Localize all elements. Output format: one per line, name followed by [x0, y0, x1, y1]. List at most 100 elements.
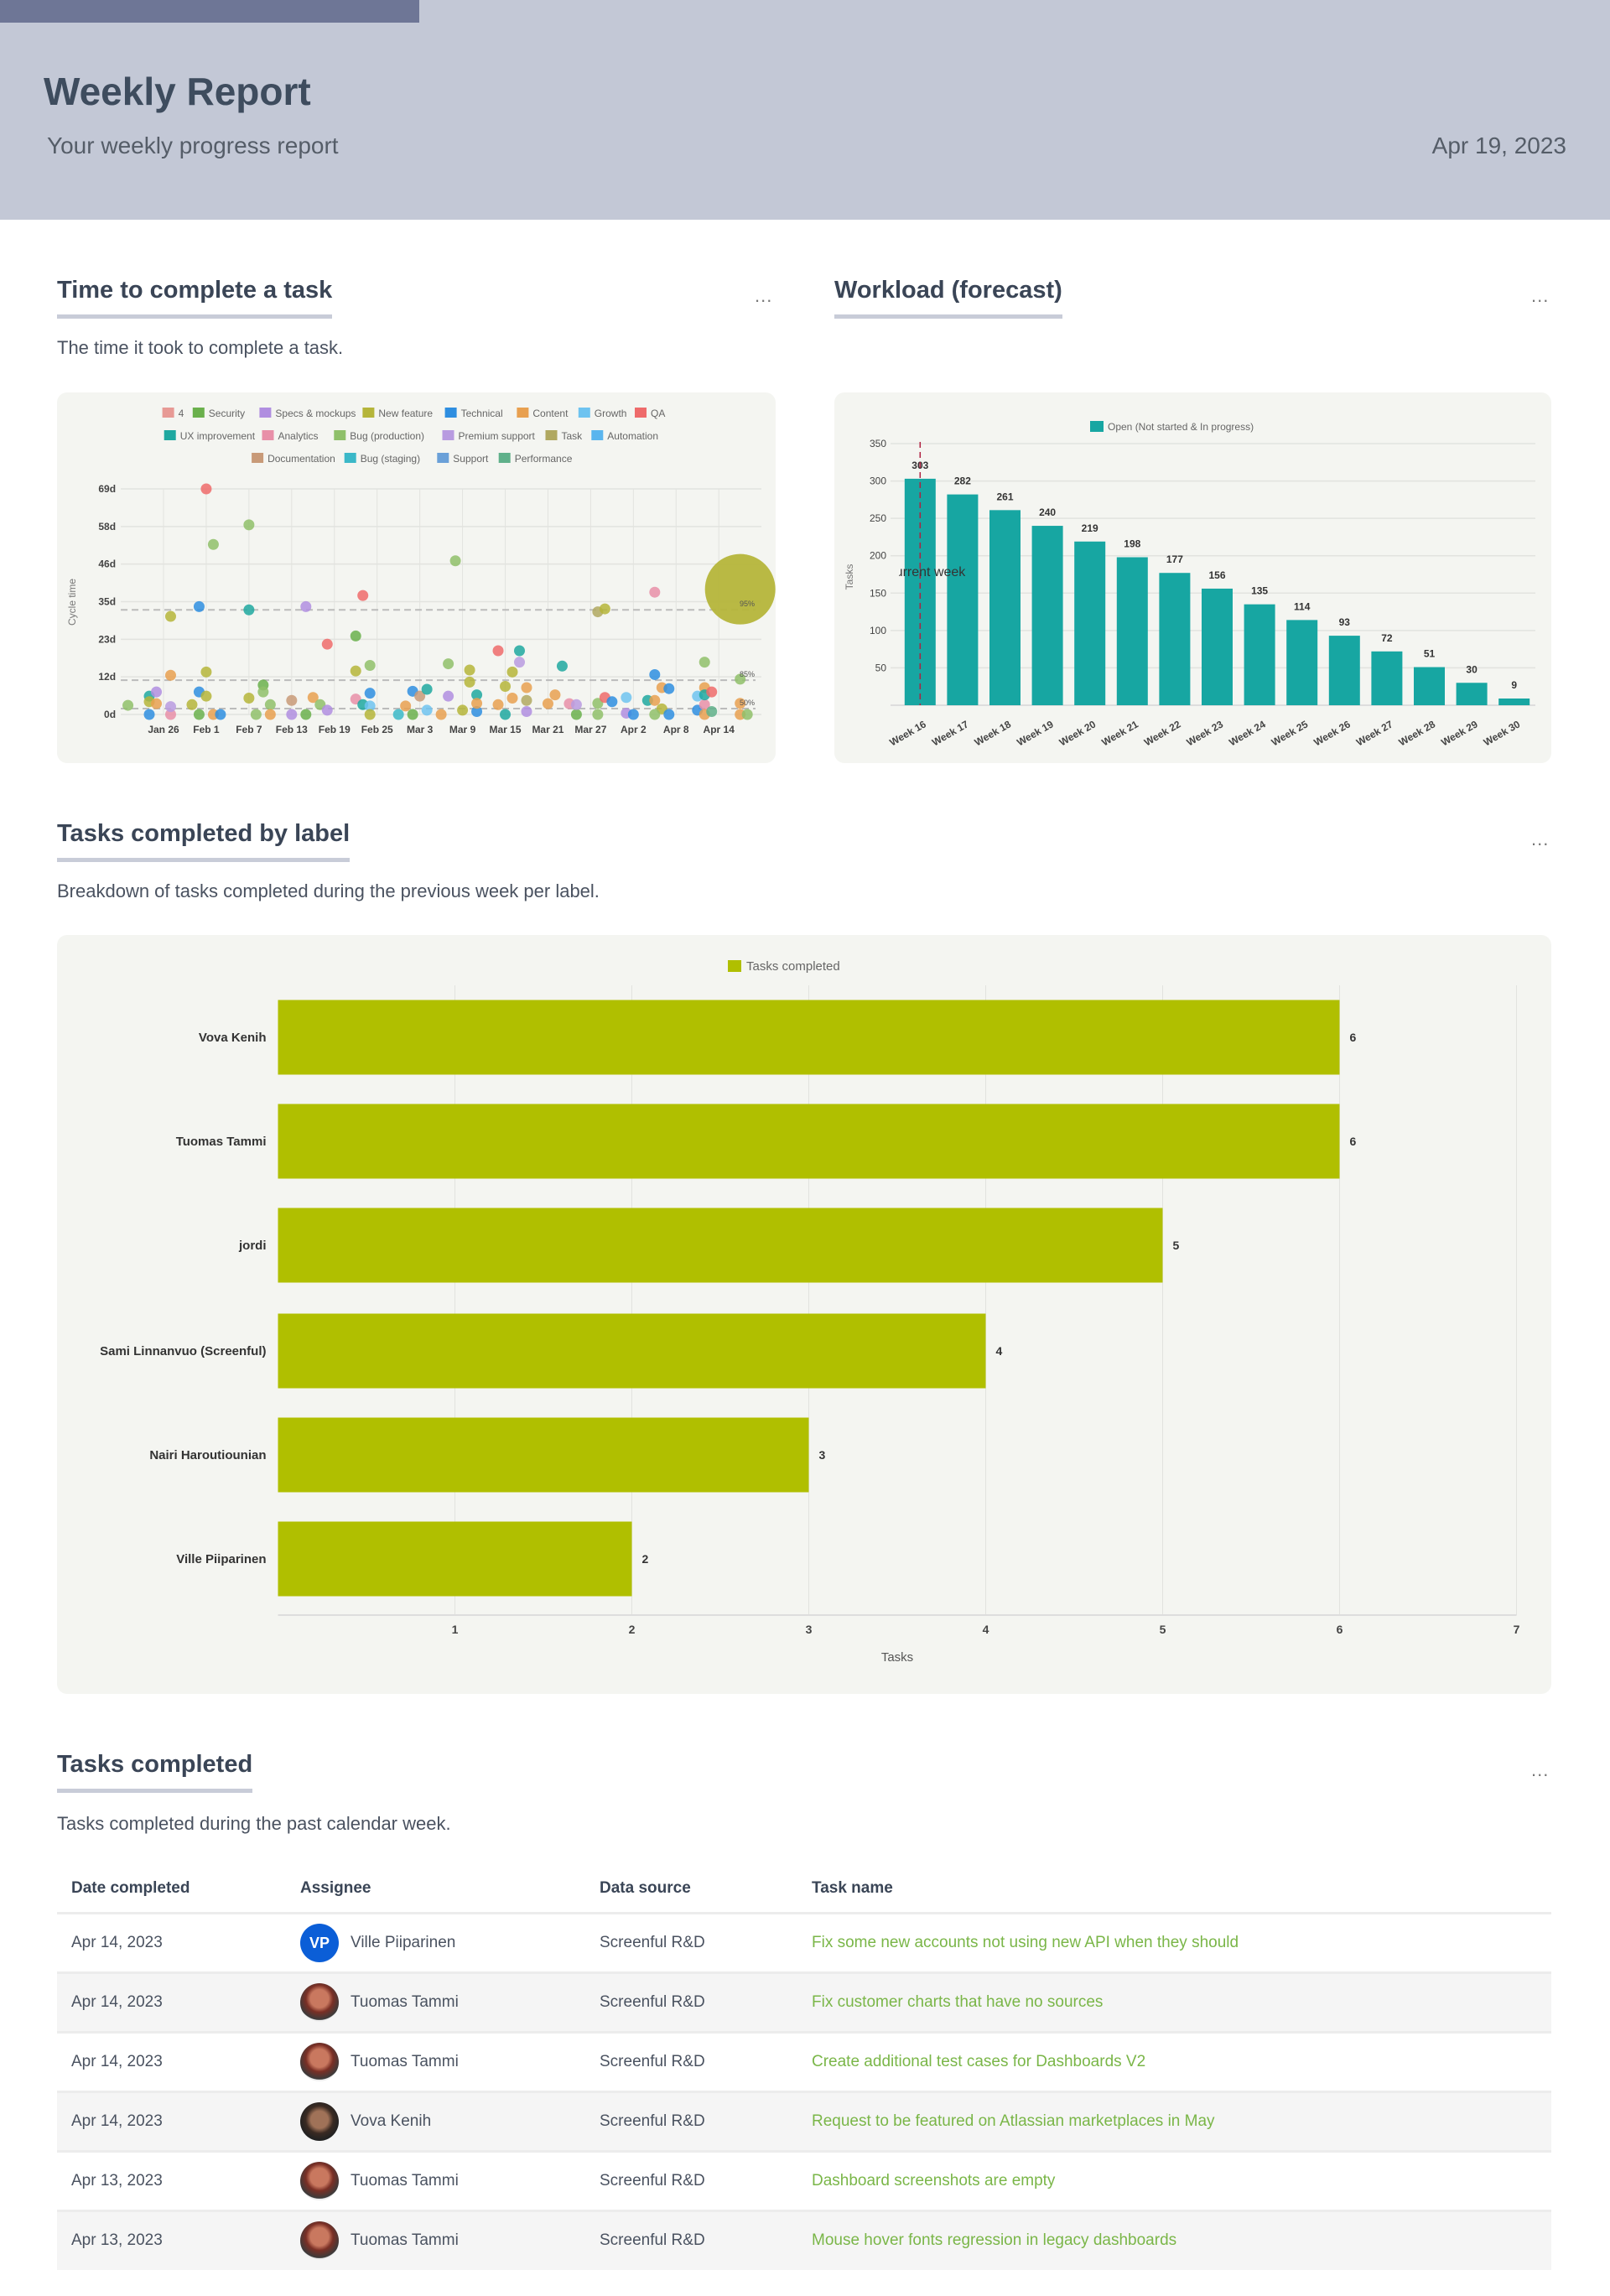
legend-swatch — [578, 408, 590, 418]
assignee-cell: Tuomas Tammi — [286, 1971, 585, 2032]
scatter-point — [350, 630, 361, 642]
col-date[interactable]: Date completed — [71, 1879, 190, 1898]
workload-bar — [947, 494, 979, 705]
workload-bar — [1456, 683, 1488, 705]
by-label-menu-button[interactable]: ... — [1531, 829, 1550, 849]
bar-value-label: 114 — [1294, 600, 1311, 612]
legend-swatch — [517, 408, 529, 418]
avatar — [300, 2101, 339, 2141]
completed-title: Tasks completed — [57, 1751, 253, 1793]
y-category-label: Vova Kenih — [199, 1031, 267, 1045]
table-row[interactable]: Apr 14, 2023 Tuomas Tammi Screenful R&D … — [57, 2030, 1551, 2091]
percentile-label: 50% — [740, 699, 755, 707]
legend-label: Analytics — [278, 430, 319, 442]
cycle-menu-button[interactable]: ... — [755, 285, 773, 306]
x-tick-label: Week 24 — [1227, 718, 1268, 748]
by-label-description: Breakdown of tasks completed during the … — [57, 880, 600, 901]
scatter-point — [606, 696, 618, 708]
table-row[interactable]: Apr 14, 2023 Vova Kenih Screenful R&D Re… — [57, 2090, 1551, 2151]
date-cell: Apr 13, 2023 — [57, 2149, 286, 2210]
scatter-point — [621, 692, 632, 704]
x-tick-label: Feb 7 — [236, 724, 262, 735]
assignee-cell: Vova Kenih — [286, 2090, 585, 2151]
x-tick-label: Week 30 — [1482, 718, 1523, 748]
scatter-point — [193, 600, 205, 612]
table-row[interactable]: Apr 14, 2023 VP Ville Piiparinen Screenfu… — [57, 1911, 1551, 1972]
col-assignee[interactable]: Assignee — [300, 1879, 371, 1898]
date-cell: Apr 13, 2023 — [57, 2209, 286, 2270]
source-cell: Screenful R&D — [585, 2209, 797, 2270]
workload-bar — [1244, 604, 1275, 705]
col-task[interactable]: Task name — [812, 1879, 893, 1898]
scatter-point — [443, 658, 454, 670]
x-tick-label: Apr 8 — [663, 724, 689, 735]
task-link[interactable]: Dashboard screenshots are empty — [797, 2149, 1551, 2210]
x-tick-label: Week 16 — [887, 718, 928, 748]
y-tick-label: 250 — [870, 512, 886, 524]
y-category-label: Sami Linnanvuo (Screenful) — [100, 1344, 266, 1358]
workload-svg: Open (Not started & In progress) 50 100 150… — [844, 421, 1535, 749]
assignee-name: Tuomas Tammi — [351, 1992, 459, 2011]
legend-label: Growth — [595, 408, 627, 419]
y-tick-label: 0d — [104, 709, 116, 720]
scatter-point — [164, 610, 176, 622]
x-tick-label: Week 20 — [1057, 718, 1098, 748]
legend-label: Specs & mockups — [275, 408, 356, 419]
task-link[interactable]: Request to be featured on Atlassian mark… — [797, 2090, 1551, 2151]
bar-value-label: 5 — [1173, 1239, 1180, 1252]
legend-swatch — [444, 408, 457, 418]
source-cell: Screenful R&D — [585, 1971, 797, 2032]
legend-label: Technical — [461, 408, 503, 419]
x-tick-label: Jan 26 — [148, 724, 179, 735]
y-axis-label: Tasks — [844, 564, 855, 590]
x-tick-label: Week 17 — [930, 718, 971, 748]
tasks-table: Date completed Assignee Data source Task… — [57, 1866, 1551, 2270]
legend-swatch — [442, 430, 454, 440]
y-category-label: Ville Piiparinen — [176, 1552, 266, 1566]
table-row[interactable]: Apr 13, 2023 Tuomas Tammi Screenful R&D … — [57, 2149, 1551, 2210]
scatter-point — [457, 704, 469, 716]
scatter-point — [500, 709, 512, 720]
legend-swatch — [259, 408, 272, 418]
workload-bar — [1498, 698, 1530, 705]
table-row[interactable]: Apr 13, 2023 Tuomas Tammi Screenful R&D … — [57, 2209, 1551, 2270]
table-row[interactable]: Apr 14, 2023 Tuomas Tammi Screenful R&D … — [57, 1971, 1551, 2032]
bar-value-label: 3 — [819, 1448, 826, 1462]
task-link[interactable]: Mouse hover fonts regression in legacy d… — [797, 2209, 1551, 2270]
col-source[interactable]: Data source — [600, 1879, 691, 1898]
date-cell: Apr 14, 2023 — [57, 2030, 286, 2091]
label-bar — [278, 1417, 809, 1493]
bar-value-label: 156 — [1208, 569, 1225, 581]
task-link[interactable]: Fix customer charts that have no sources — [797, 1971, 1551, 2032]
avatar — [300, 2042, 339, 2081]
scatter-point — [649, 586, 661, 598]
workload-bar — [1202, 588, 1233, 705]
bar-value-label: 4 — [996, 1344, 1003, 1358]
scatter-point — [421, 683, 433, 695]
scatter-point — [521, 694, 532, 706]
completed-menu-button[interactable]: ... — [1531, 1759, 1550, 1780]
legend-swatch — [262, 430, 274, 440]
y-tick-label: 69d — [98, 483, 116, 495]
scatter-point — [492, 699, 504, 710]
legend-label: 4 — [179, 408, 184, 419]
scatter-point — [200, 666, 212, 678]
scatter-point — [649, 694, 661, 706]
scatter-point — [350, 665, 361, 677]
accent-bar — [0, 0, 419, 23]
x-tick-label: 7 — [1514, 1623, 1520, 1636]
task-link[interactable]: Create additional test cases for Dashboa… — [797, 2030, 1551, 2091]
x-tick-label: Week 22 — [1142, 718, 1183, 748]
scatter-point — [556, 660, 568, 672]
assignee-name: Tuomas Tammi — [351, 2171, 459, 2190]
legend-label: Documentation — [267, 453, 335, 465]
scatter-point — [257, 686, 269, 698]
workload-menu-button[interactable]: ... — [1531, 285, 1550, 306]
workload-bar — [1414, 667, 1445, 705]
legend-label: Automation — [607, 430, 658, 442]
legend-label: Performance — [515, 453, 573, 465]
scatter-point — [735, 673, 746, 685]
task-link[interactable]: Fix some new accounts not using new API … — [797, 1911, 1551, 1972]
workload-bar — [1328, 636, 1360, 705]
y-tick-label: 50 — [875, 662, 887, 673]
